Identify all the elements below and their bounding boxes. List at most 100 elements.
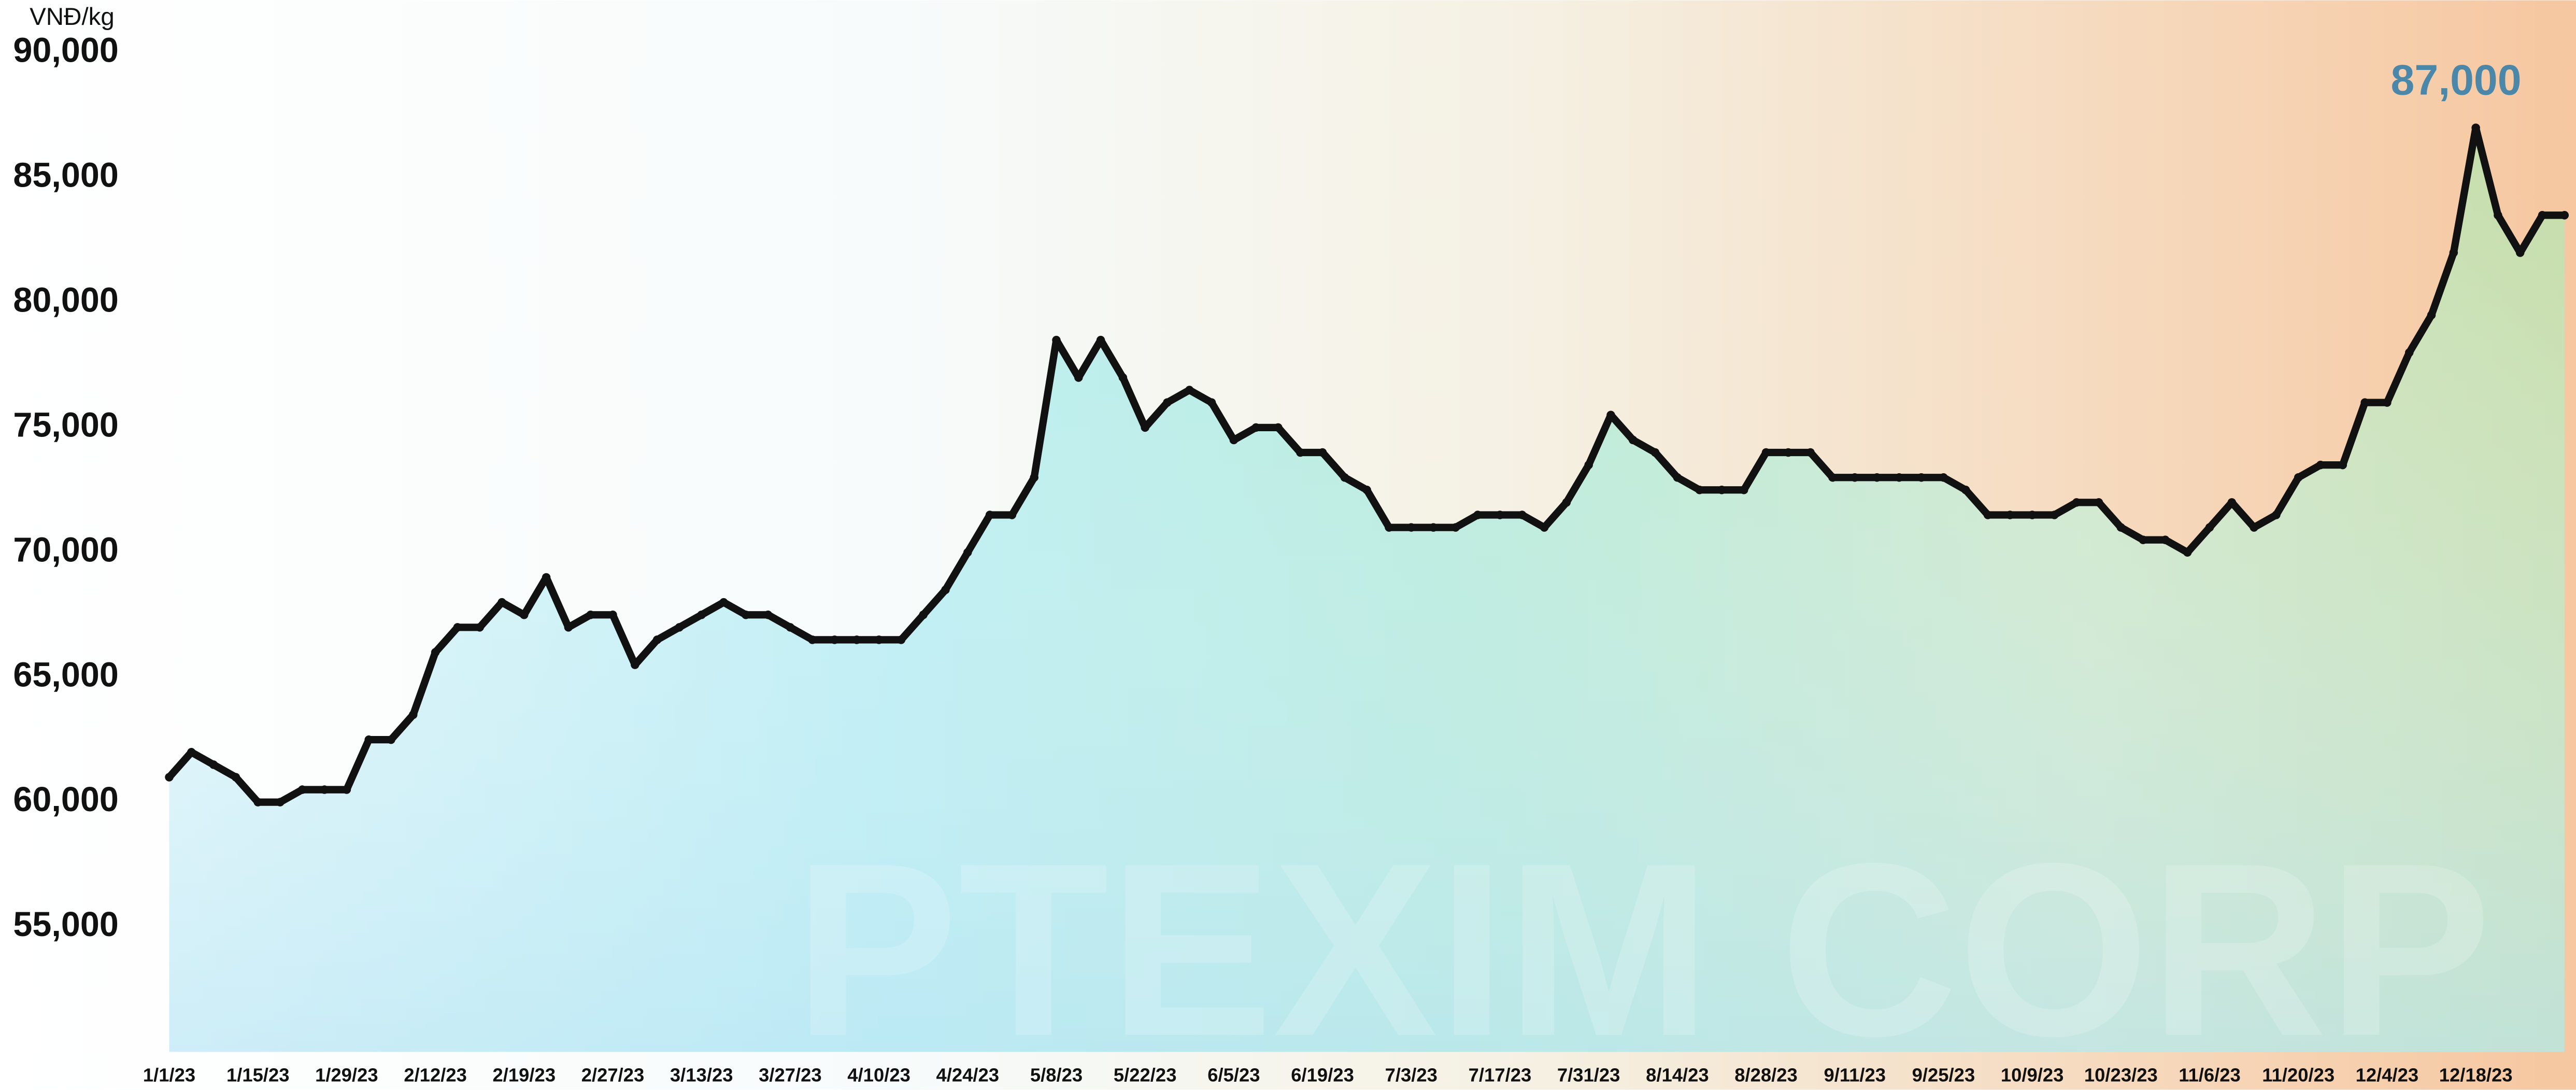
point — [1695, 486, 1704, 494]
point — [497, 598, 506, 607]
point — [963, 548, 972, 557]
x-tick-label: 10/9/23 — [2001, 1065, 2064, 1086]
point — [387, 735, 395, 744]
point — [431, 648, 440, 657]
point — [985, 511, 994, 519]
point — [2560, 210, 2569, 220]
y-tick-label: 55,000 — [13, 905, 119, 944]
point — [1052, 335, 1061, 345]
point — [2494, 210, 2502, 220]
point — [520, 610, 529, 619]
y-axis-unit: VNĐ/kg — [30, 3, 115, 31]
x-tick-label: 6/5/23 — [1207, 1065, 1260, 1086]
data-label: 87,000 — [2391, 56, 2522, 104]
point — [364, 735, 373, 744]
point — [675, 623, 684, 632]
point — [2272, 511, 2281, 519]
y-tick-label: 60,000 — [13, 781, 119, 819]
point — [2294, 473, 2303, 482]
point — [1983, 511, 1993, 519]
point — [1939, 473, 1948, 482]
point — [742, 610, 750, 619]
point — [342, 785, 351, 794]
point — [1163, 398, 1172, 407]
point — [187, 748, 196, 757]
point — [2094, 498, 2103, 507]
x-tick-label: 11/6/23 — [2179, 1065, 2241, 1086]
point — [2383, 398, 2392, 407]
point — [253, 798, 262, 806]
x-tick-label: 8/14/23 — [1646, 1065, 1709, 1086]
y-tick-label: 65,000 — [13, 656, 119, 694]
point — [1362, 486, 1371, 494]
point — [542, 573, 551, 582]
point — [1496, 511, 1504, 519]
point — [231, 773, 240, 782]
point — [1717, 486, 1726, 494]
point — [2028, 511, 2037, 519]
point — [1851, 473, 1859, 482]
point — [2005, 511, 2015, 519]
point — [1761, 448, 1771, 457]
point — [1606, 410, 1615, 419]
x-tick-label: 5/8/23 — [1030, 1065, 1083, 1086]
point — [2072, 498, 2081, 507]
point — [1340, 473, 1349, 482]
x-tick-label: 4/24/23 — [936, 1065, 1000, 1086]
point — [1030, 473, 1038, 482]
point — [1074, 373, 1083, 382]
x-tick-label: 7/31/23 — [1557, 1065, 1620, 1086]
x-tick-label: 8/28/23 — [1734, 1065, 1798, 1086]
point — [1673, 473, 1682, 482]
point — [652, 635, 662, 644]
x-tick-label: 9/11/23 — [1824, 1065, 1886, 1086]
x-tick-label: 11/20/23 — [2262, 1065, 2335, 1086]
point — [2183, 548, 2192, 557]
point — [475, 623, 484, 632]
y-tick-label: 70,000 — [13, 531, 119, 569]
point — [2471, 123, 2480, 132]
point — [1207, 398, 1216, 407]
point — [1385, 523, 1393, 532]
x-tick-label: 3/13/23 — [670, 1065, 733, 1086]
x-tick-label: 12/4/23 — [2356, 1065, 2419, 1086]
point — [2205, 523, 2214, 532]
point — [2404, 348, 2414, 357]
point — [1141, 423, 1149, 432]
point — [298, 785, 307, 794]
point — [1007, 511, 1017, 519]
x-tick-label: 1/1/23 — [143, 1065, 195, 1086]
point — [1784, 448, 1793, 457]
point — [2449, 248, 2458, 257]
point — [896, 635, 906, 644]
point — [1096, 335, 1105, 345]
point — [1318, 448, 1327, 457]
point — [1895, 473, 1904, 482]
point — [1961, 486, 1970, 494]
point — [409, 710, 418, 719]
point — [165, 773, 174, 782]
x-tick-label: 6/19/23 — [1291, 1065, 1354, 1086]
x-tick-label: 2/12/23 — [404, 1065, 467, 1086]
point — [1451, 523, 1460, 532]
point — [1806, 448, 1815, 457]
point — [631, 660, 639, 669]
x-tick-label: 7/17/23 — [1469, 1065, 1532, 1086]
point — [2427, 310, 2436, 320]
x-tick-label: 10/23/23 — [2084, 1065, 2158, 1086]
point — [2316, 460, 2325, 470]
point — [1473, 511, 1482, 519]
point — [1562, 498, 1571, 507]
point — [1540, 523, 1549, 532]
point — [276, 798, 284, 806]
point — [2161, 535, 2170, 544]
point — [209, 760, 218, 769]
x-tick-label: 1/29/23 — [315, 1065, 378, 1086]
point — [941, 585, 950, 594]
point — [1650, 448, 1660, 457]
point — [1251, 423, 1260, 432]
point — [2250, 523, 2258, 532]
x-tick-label: 2/19/23 — [493, 1065, 556, 1086]
